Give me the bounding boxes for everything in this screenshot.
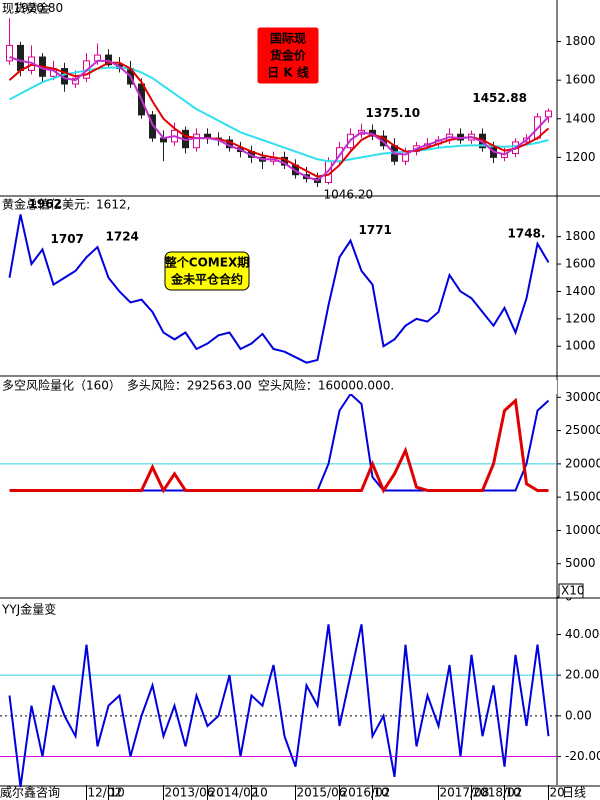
y-tick-label: 10000 xyxy=(565,523,600,537)
value-label: 1707 xyxy=(51,232,84,246)
info-box-text: 国际现 xyxy=(270,32,306,46)
candle-body xyxy=(149,114,156,139)
x-tick-label: 10 xyxy=(374,786,389,800)
series-line xyxy=(9,56,550,182)
y-tick-label: 1800 xyxy=(565,229,596,243)
x-tick-label: 10 xyxy=(110,786,125,800)
x-tick-label: 10 xyxy=(253,786,268,800)
value-label: 1724 xyxy=(106,230,139,244)
y-tick-label: 1200 xyxy=(565,150,596,164)
y-tick-label: -20.00 xyxy=(565,749,600,763)
x-tick-label: 12/02 xyxy=(88,786,123,800)
high-label: 1452.88 xyxy=(472,91,527,105)
scale-box xyxy=(558,583,584,599)
y-tick-label: 1200 xyxy=(565,311,596,325)
y-tick-label: 1800 xyxy=(565,34,596,48)
info-box xyxy=(164,251,250,291)
info-box-text: 日 K 线 xyxy=(267,65,309,80)
series-line xyxy=(8,214,550,364)
value-label: 1771 xyxy=(359,223,392,237)
scale-label: X10 xyxy=(561,584,585,598)
y-tick-label: 30000 xyxy=(565,390,600,404)
candle-body xyxy=(17,44,24,72)
x-tick-label: 2016/02 xyxy=(341,786,391,800)
candle-body xyxy=(545,110,552,118)
x-tick-label: 2018/02 xyxy=(473,786,523,800)
info-box-text: 货金价 xyxy=(270,48,307,63)
info-box xyxy=(257,27,319,84)
header-bg xyxy=(0,380,557,394)
header-text: 多空风险量化（160） xyxy=(2,378,121,393)
x-tick-label: 2017/08 xyxy=(440,786,490,800)
info-box-text: 金未平仓合约 xyxy=(170,272,243,287)
series-line xyxy=(9,397,549,494)
x-tick-label: 2014/02 xyxy=(209,786,259,800)
x-tick-label: 2013/06 xyxy=(165,786,215,800)
info-box-text: 整个COMEX期 xyxy=(164,255,249,270)
x-tick-label: 10 xyxy=(506,786,521,800)
y-tick-label: 20.00 xyxy=(565,668,599,682)
y-tick-label: 0.00 xyxy=(565,708,592,722)
y-tick-label: 15000 xyxy=(565,490,600,504)
header-text: 多头风险：292563.00 xyxy=(127,378,252,393)
candle-body xyxy=(193,133,200,149)
y-tick-label: 1600 xyxy=(565,73,596,87)
header-text: 黄金总值亿美元: xyxy=(2,197,90,212)
candle-body xyxy=(6,44,13,62)
panel-title: 现货黄金 xyxy=(2,1,50,16)
y-tick-label: 25000 xyxy=(565,423,600,437)
series-line xyxy=(8,624,550,788)
y-tick-label: 20000 xyxy=(565,456,600,470)
header-text: 1612, xyxy=(96,198,130,212)
y-tick-label: 1400 xyxy=(565,284,596,298)
y-tick-label: 5000 xyxy=(565,556,596,570)
panel-title: YYJ金量变 xyxy=(1,602,56,617)
x-tick-label: 20 xyxy=(550,786,565,800)
high-label: 1375.10 xyxy=(366,106,421,120)
y-tick-label: 1000 xyxy=(565,339,596,353)
y-tick-label: 1600 xyxy=(565,257,596,271)
x-tick-label: 2015/06 xyxy=(297,786,347,800)
value-label: 1962 xyxy=(29,197,62,211)
y-tick-label: 1400 xyxy=(565,111,596,125)
period-label: 日线 xyxy=(562,786,586,800)
high-label: 1920.80 xyxy=(14,1,64,15)
value-label: 1748. xyxy=(508,226,546,240)
header-text: 空头风险：160000.000. xyxy=(258,378,394,393)
low-label: 1046.20 xyxy=(324,188,374,202)
source-label: 威尔鑫咨询 xyxy=(0,785,60,800)
y-tick-label: 40.00 xyxy=(565,627,599,641)
